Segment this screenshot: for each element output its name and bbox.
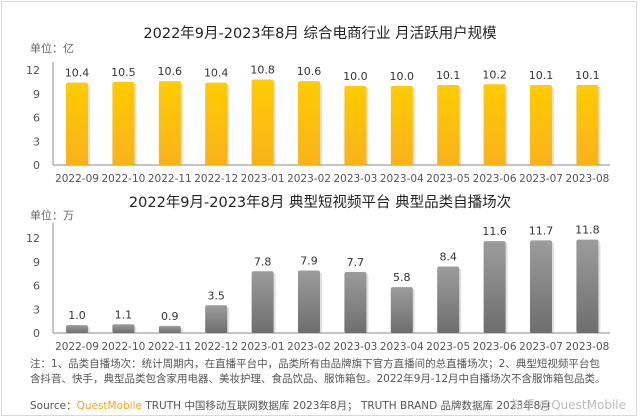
bar (205, 82, 228, 165)
bar (251, 79, 274, 165)
bar (483, 241, 506, 333)
bar (576, 239, 599, 333)
y-tick-label: 6 (33, 112, 40, 125)
y-tick-label: 0 (33, 327, 40, 340)
x-tick-label: 2023-02 (287, 341, 331, 353)
data-label: 10.2 (482, 68, 507, 81)
footnote-line-2: 含抖音、快手，典型品类包含家用电器、美妆护理、食品饮品、服饰箱包。2022年9月… (30, 373, 606, 385)
unit-label-mau: 单位：亿 (30, 42, 74, 55)
bar (437, 266, 460, 333)
x-tick-label: 2023-03 (333, 341, 377, 353)
bar (205, 305, 228, 333)
watermark: 知乎 @QuestMobile (511, 398, 626, 412)
footnote-line-1: 注：1、品类自播场次：统计周期内，在直播平台中，品类所有由品牌旗下官方直播间的总… (30, 358, 600, 370)
data-label: 10.0 (390, 70, 415, 83)
x-tick-label: 2022-12 (194, 341, 238, 353)
bar (112, 81, 135, 165)
x-tick-label: 2023-04 (380, 173, 424, 185)
x-tick-label: 2022-11 (148, 341, 192, 353)
bar (112, 324, 135, 333)
data-label: 11.7 (529, 224, 554, 237)
data-label: 1.0 (68, 309, 86, 322)
x-tick-label: 2023-08 (565, 341, 609, 353)
bar (344, 272, 367, 333)
data-label: 7.9 (300, 254, 318, 267)
data-label: 11.8 (575, 224, 600, 237)
x-tick-label: 2023-05 (426, 341, 470, 353)
data-label: 10.1 (575, 69, 600, 82)
y-tick-label: 3 (33, 303, 40, 316)
data-label: 1.1 (115, 308, 133, 321)
data-label: 10.1 (436, 69, 461, 82)
y-tick-label: 3 (33, 135, 40, 148)
bar (298, 81, 320, 165)
x-tick-label: 2023-08 (565, 173, 609, 185)
x-tick-label: 2023-01 (241, 341, 285, 353)
y-tick-label: 0 (33, 159, 40, 172)
data-label: 7.7 (347, 256, 365, 269)
x-tick-label: 2022-12 (194, 173, 238, 185)
x-tick-label: 2023-05 (426, 173, 470, 185)
bar (298, 270, 320, 333)
x-tick-label: 2023-06 (473, 173, 517, 185)
x-tick-label: 2022-10 (101, 341, 145, 353)
data-label: 10.1 (529, 69, 554, 82)
y-tick-label: 9 (33, 88, 40, 101)
bar (66, 82, 88, 165)
x-tick-label: 2022-11 (148, 173, 192, 185)
data-label: 0.9 (161, 310, 179, 323)
data-label: 10.0 (343, 70, 368, 83)
data-label: 10.6 (297, 65, 322, 78)
chart-title-mau: 2022年9月-2023年8月 综合电商行业 月活跃用户规模 (143, 26, 497, 42)
livestream-bar-chart: 0 3 6 9 12 1.0 2022-09 1.1 2022-10 0.9 2022-11 3.5 2… (26, 223, 610, 353)
data-label: 10.8 (250, 64, 275, 77)
bar (66, 325, 88, 333)
x-tick-label: 2023-03 (333, 173, 377, 185)
y-tick-label: 12 (26, 232, 40, 245)
x-tick-label: 2023-07 (519, 341, 563, 353)
chart-title-livestream: 2022年9月-2023年8月 典型短视频平台 典型品类自播场次 (128, 195, 512, 211)
source-brand: QuestMobile (76, 400, 142, 412)
bar (530, 240, 552, 333)
x-tick-label: 2023-02 (287, 173, 331, 185)
x-tick-label: 2023-04 (380, 341, 424, 353)
bar (390, 85, 413, 165)
data-label: 10.6 (158, 65, 183, 78)
data-label: 11.6 (482, 225, 507, 238)
x-tick-label: 2022-09 (55, 173, 99, 185)
bar (158, 81, 181, 165)
x-tick-label: 2023-01 (241, 173, 285, 185)
bar (158, 325, 181, 333)
bar (437, 85, 460, 165)
source-text: TRUTH 中国移动互联网数据库 2023年8月； TRUTH BRAND 品牌… (142, 400, 551, 412)
bar (530, 85, 552, 165)
bar (483, 84, 506, 165)
data-label: 5.8 (393, 271, 411, 284)
data-label: 10.4 (204, 67, 229, 80)
x-tick-label: 2023-06 (473, 341, 517, 353)
data-label: 10.5 (111, 66, 136, 79)
data-label: 10.4 (65, 67, 90, 80)
unit-label-livestream: 单位：万 (30, 209, 74, 222)
y-tick-label: 12 (26, 64, 40, 77)
bar (576, 85, 599, 165)
data-label: 7.8 (254, 255, 272, 268)
x-tick-label: 2022-10 (101, 173, 145, 185)
x-tick-label: 2022-09 (55, 341, 99, 353)
bar (344, 85, 367, 165)
mau-bar-chart: 0 3 6 9 12 10.4 2022-09 10.5 2022-10 10.6 2022-11 1… (26, 62, 610, 185)
source-prefix: Source： (30, 400, 77, 412)
y-tick-label: 6 (33, 280, 40, 293)
bar (251, 271, 274, 333)
data-label: 8.4 (439, 251, 457, 264)
x-tick-label: 2023-07 (519, 173, 563, 185)
bar (390, 287, 413, 333)
source-line: Source：QuestMobile TRUTH 中国移动互联网数据库 2023… (30, 398, 551, 413)
y-tick-label: 9 (33, 256, 40, 269)
data-label: 3.5 (207, 289, 225, 302)
